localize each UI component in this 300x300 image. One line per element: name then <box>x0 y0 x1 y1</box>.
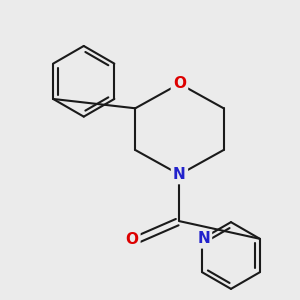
Text: N: N <box>197 231 210 246</box>
Text: O: O <box>125 232 138 247</box>
Text: O: O <box>173 76 186 91</box>
Text: N: N <box>173 167 186 182</box>
